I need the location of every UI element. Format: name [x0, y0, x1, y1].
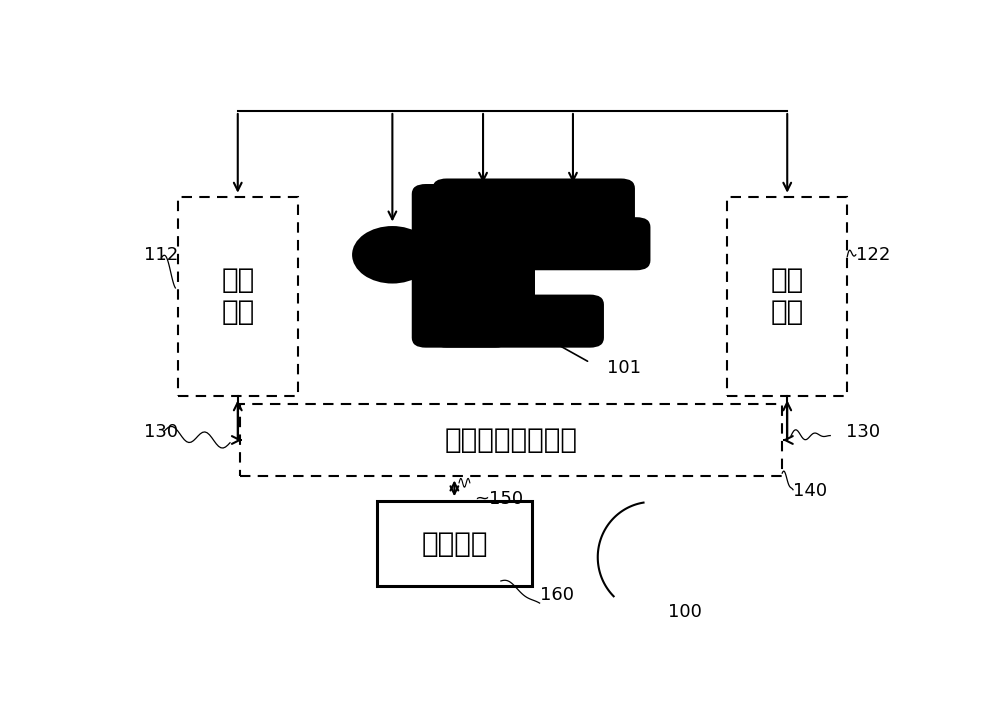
FancyBboxPatch shape — [433, 294, 604, 348]
Bar — [178, 197, 298, 396]
Text: 130: 130 — [144, 423, 178, 441]
Text: ~150: ~150 — [474, 490, 523, 508]
Bar — [492, 222, 549, 227]
Text: 显示单元: 显示单元 — [421, 530, 488, 558]
Bar — [492, 261, 535, 304]
Text: 101: 101 — [607, 359, 641, 377]
Bar — [377, 501, 532, 587]
Text: 122: 122 — [856, 246, 890, 264]
FancyBboxPatch shape — [433, 179, 635, 232]
Text: 112: 112 — [144, 246, 179, 264]
Text: 130: 130 — [846, 423, 880, 441]
Bar — [240, 404, 782, 476]
FancyBboxPatch shape — [433, 217, 650, 270]
Text: 诱发电位检测设备: 诱发电位检测设备 — [444, 426, 577, 454]
Text: 160: 160 — [540, 586, 574, 604]
Text: 100: 100 — [668, 604, 701, 622]
Text: 刺激
电极: 刺激 电极 — [771, 266, 804, 327]
Text: 140: 140 — [793, 482, 827, 500]
Text: 记录
电极: 记录 电极 — [221, 266, 254, 327]
Bar — [727, 197, 847, 396]
Circle shape — [352, 226, 433, 284]
FancyBboxPatch shape — [412, 184, 509, 348]
